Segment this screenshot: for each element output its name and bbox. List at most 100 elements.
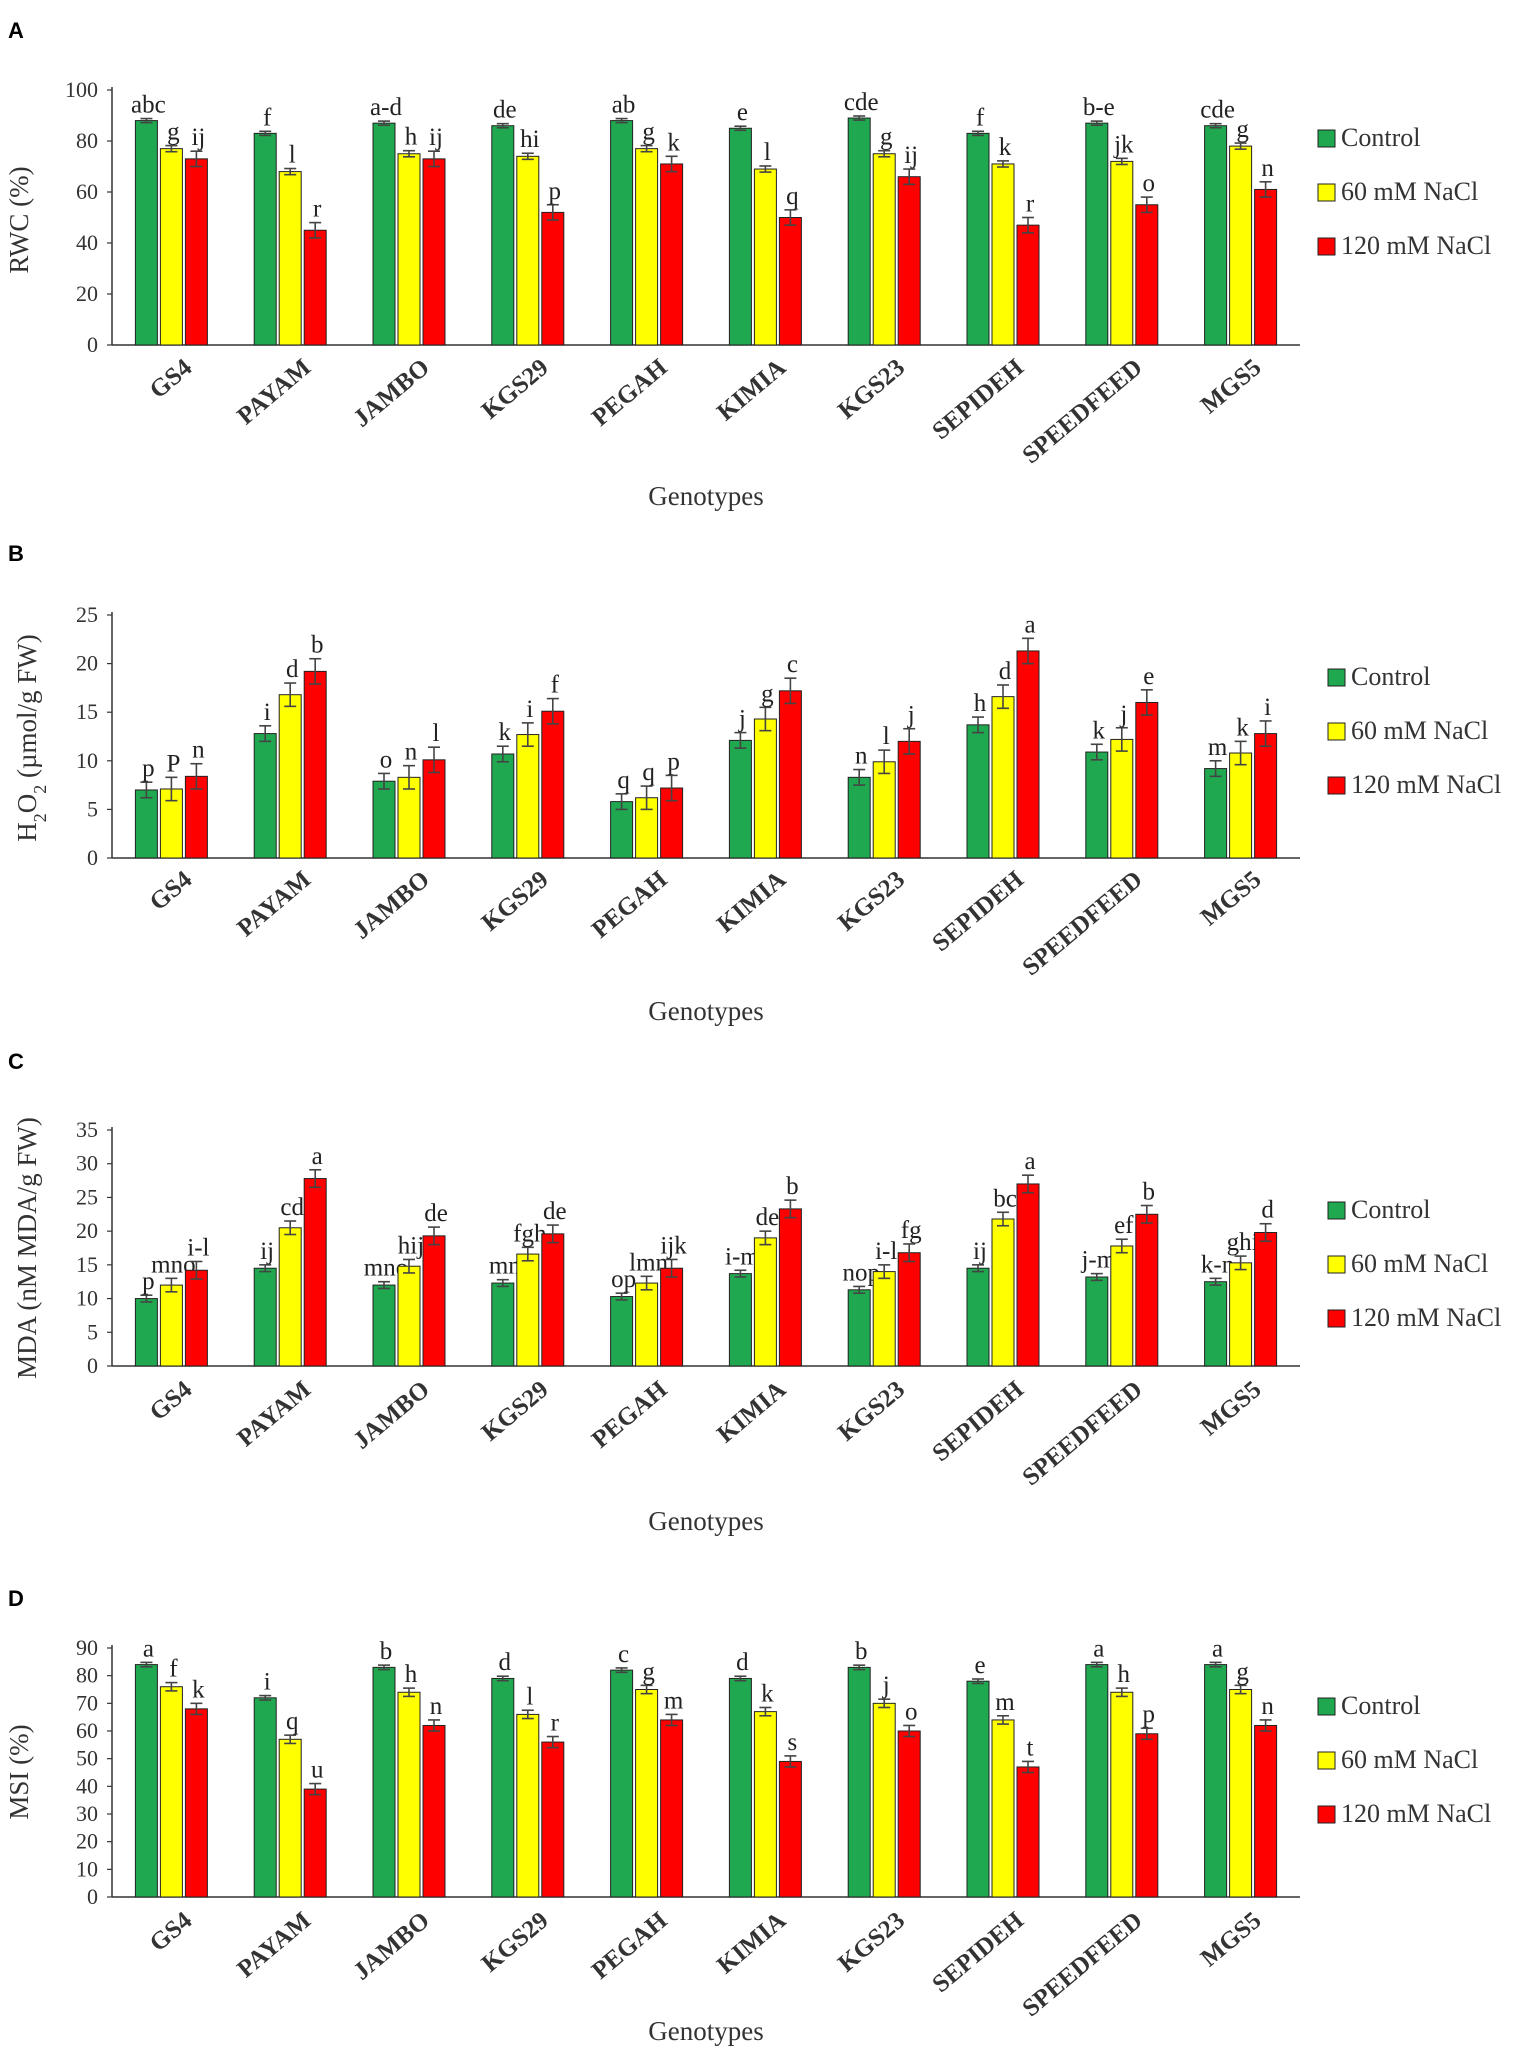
y-tick-label: 10 <box>76 748 98 773</box>
significance-letter: ijk <box>660 1232 687 1259</box>
bar-120-mm-nacl <box>897 1730 921 1898</box>
significance-letter: r <box>1026 191 1035 218</box>
significance-letter: b-e <box>1083 94 1115 121</box>
significance-letter: g <box>761 680 774 707</box>
bar-60-mm-nacl <box>159 1686 183 1898</box>
significance-letter: r <box>313 196 322 223</box>
bar-120-mm-nacl <box>1016 650 1040 859</box>
bar-120-mm-nacl <box>541 710 565 859</box>
bar-control <box>253 733 277 859</box>
category-label: GS4 <box>145 1376 198 1426</box>
category-label: PAYAM <box>232 866 316 942</box>
significance-letter: ij <box>973 1238 987 1265</box>
significance-letter: mn <box>489 1253 521 1280</box>
significance-letter: ij <box>429 124 443 151</box>
significance-letter: b <box>311 632 324 659</box>
bar-60-mm-nacl <box>159 1284 183 1367</box>
significance-letter: k <box>667 129 680 156</box>
significance-letter: g <box>642 119 655 146</box>
bar-120-mm-nacl <box>1254 1231 1278 1367</box>
significance-letter: n <box>855 743 868 770</box>
category-label: JAMBO <box>348 1376 435 1455</box>
bar-120-mm-nacl <box>1254 733 1278 859</box>
significance-letter: f <box>169 1656 178 1683</box>
bar-control <box>1085 122 1109 346</box>
bar-120-mm-nacl <box>897 1252 921 1367</box>
significance-letter: f <box>551 672 560 699</box>
significance-letter: g <box>1236 1658 1249 1685</box>
y-tick-label: 5 <box>87 1319 98 1344</box>
significance-letter: j <box>882 1672 890 1699</box>
bar-60-mm-nacl <box>635 148 659 346</box>
category-label: KIMIA <box>712 1376 791 1448</box>
bar-60-mm-nacl <box>1110 160 1134 346</box>
significance-letter: ij <box>191 124 205 151</box>
significance-letter: a <box>312 1143 323 1170</box>
bar-control <box>134 120 158 346</box>
panel-letter: D <box>8 1586 24 1611</box>
significance-letter: g <box>880 124 893 151</box>
legend-label-control: Control <box>1351 1195 1430 1224</box>
x-axis-title: Genotypes <box>648 1506 763 1536</box>
significance-letter: j <box>907 702 915 729</box>
significance-letter: k <box>192 1676 205 1703</box>
bar-60-mm-nacl <box>872 1702 896 1898</box>
significance-letter: op <box>611 1266 636 1293</box>
bar-120-mm-nacl <box>541 1741 565 1898</box>
legend-swatch-control <box>1317 129 1336 148</box>
bar-control <box>847 776 871 859</box>
significance-letter: i <box>526 696 533 723</box>
bar-60-mm-nacl <box>278 1738 302 1898</box>
significance-letter: hi <box>520 126 540 153</box>
bar-control <box>1204 1664 1228 1898</box>
y-tick-label: 25 <box>76 1184 98 1209</box>
significance-letter: c <box>787 651 798 678</box>
significance-letter: g <box>642 1658 655 1685</box>
y-tick-label: 20 <box>76 651 98 676</box>
category-label: SEPIDEH <box>927 354 1029 446</box>
significance-letter: m <box>1208 734 1228 761</box>
category-label: MGS5 <box>1196 1376 1267 1441</box>
category-label: JAMBO <box>348 1907 435 1986</box>
significance-letter: ij <box>904 142 918 169</box>
bar-60-mm-nacl <box>753 718 777 859</box>
bar-control <box>253 1267 277 1367</box>
bar-60-mm-nacl <box>872 1271 896 1367</box>
significance-letter: o <box>380 746 393 773</box>
significance-letter: a <box>143 1635 154 1662</box>
category-label: KIMIA <box>712 1907 791 1979</box>
y-tick-label: 60 <box>76 179 98 204</box>
legend-label-control: Control <box>1341 1691 1420 1720</box>
bar-control <box>847 117 871 346</box>
category-label: PAYAM <box>232 354 316 430</box>
y-tick-label: 30 <box>76 1801 98 1826</box>
category-label: JAMBO <box>348 354 435 433</box>
legend: Control 60 mM NaCl 120 mM NaCl <box>1327 1195 1501 1332</box>
category-label: MGS5 <box>1196 866 1267 931</box>
bar-60-mm-nacl <box>516 155 540 346</box>
bar-60-mm-nacl <box>635 1282 659 1367</box>
significance-letter: i-l <box>187 1234 209 1261</box>
bar-120-mm-nacl <box>422 759 446 859</box>
bar-control <box>134 789 158 859</box>
legend-swatch-control <box>1327 668 1346 687</box>
y-tick-label: 20 <box>76 281 98 306</box>
legend-swatch-na60 <box>1327 722 1346 741</box>
bar-120-mm-nacl <box>1135 701 1159 859</box>
significance-letter: de <box>493 97 517 124</box>
significance-letter: n <box>405 739 418 766</box>
significance-letter: o <box>1143 170 1156 197</box>
panel-letter: B <box>8 541 24 566</box>
bar-120-mm-nacl <box>303 229 327 346</box>
significance-letter: hij <box>398 1232 424 1259</box>
bar-control <box>728 127 752 346</box>
bar-control <box>372 780 396 859</box>
legend-swatch-na120 <box>1317 1805 1336 1824</box>
legend: Control 60 mM NaCl 120 mM NaCl <box>1317 1691 1491 1828</box>
y-tick-label: 5 <box>87 796 98 821</box>
bar-60-mm-nacl <box>1110 1691 1134 1898</box>
y-tick-label: 50 <box>76 1746 98 1771</box>
